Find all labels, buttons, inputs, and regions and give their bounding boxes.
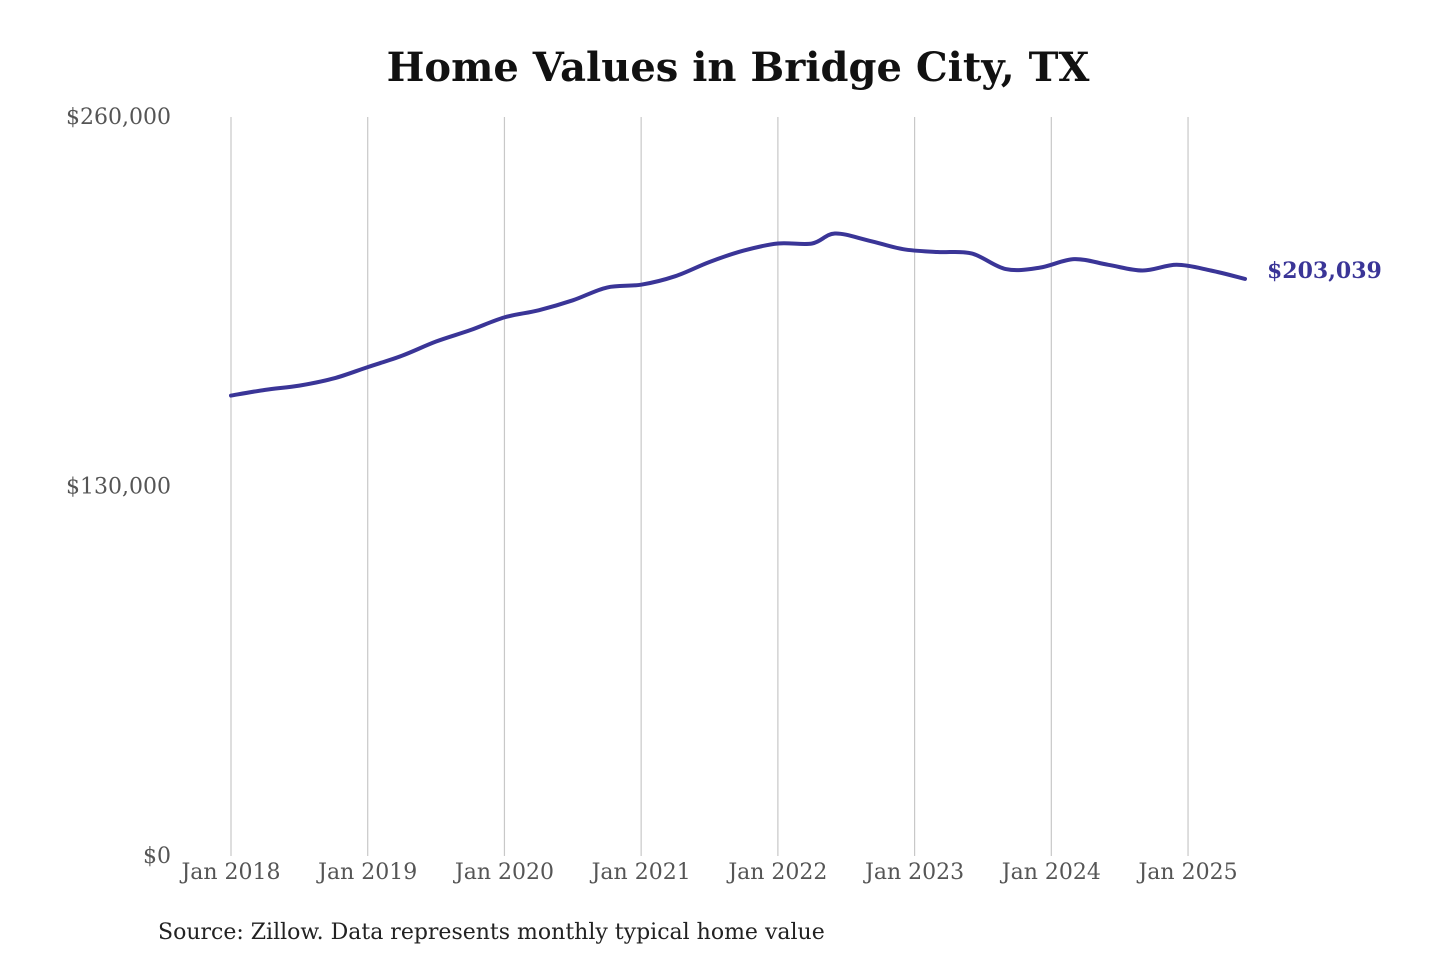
x-tick-label: Jan 2020 <box>453 860 554 885</box>
latest-value-label: $203,039 <box>1267 258 1382 284</box>
source-note: Source: Zillow. Data represents monthly … <box>158 920 825 945</box>
x-axis-ticks: Jan 2018 Jan 2019 Jan 2020 Jan 2021 Jan 2022… <box>179 860 1237 885</box>
x-tick-label: Jan 2024 <box>1000 860 1101 885</box>
x-tick-label: Jan 2018 <box>179 860 280 885</box>
y-tick-label: $0 <box>143 844 171 869</box>
x-tick-label: Jan 2019 <box>316 860 417 885</box>
x-tick-label: Jan 2021 <box>590 860 691 885</box>
y-tick-label: $130,000 <box>66 475 171 500</box>
x-tick-label: Jan 2022 <box>726 860 827 885</box>
home-value-line <box>229 231 1247 398</box>
chart-title: Home Values in Bridge City, TX <box>387 44 1090 91</box>
x-tick-label: Jan 2025 <box>1136 860 1237 885</box>
y-tick-label: $260,000 <box>66 105 171 130</box>
x-tick-label: Jan 2023 <box>863 860 964 885</box>
y-axis-ticks: $0 $130,000 $260,000 <box>66 105 171 869</box>
gridlines <box>230 117 1189 856</box>
